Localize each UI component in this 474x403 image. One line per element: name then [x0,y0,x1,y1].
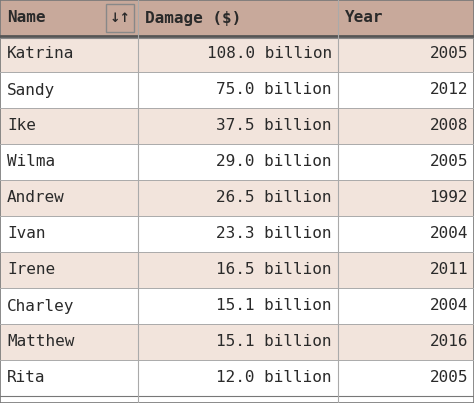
Text: 2005: 2005 [429,154,468,170]
Bar [338,360,474,396]
Text: 1992: 1992 [429,191,468,206]
Text: Andrew: Andrew [7,191,65,206]
Bar [0,180,138,216]
Text: 2011: 2011 [429,262,468,278]
Text: Year: Year [345,10,383,25]
Bar [0,288,138,324]
Text: 15.1 billion: 15.1 billion [217,334,332,349]
Text: Rita: Rita [7,370,46,386]
Text: 2008: 2008 [429,118,468,133]
Bar [0,0,138,36]
Bar [0,360,138,396]
Bar [0,72,138,108]
Text: Irene: Irene [7,262,55,278]
Bar [338,180,474,216]
Text: 2005: 2005 [429,370,468,386]
Bar [0,108,138,144]
Bar [0,252,138,288]
Bar [138,288,338,324]
Bar [0,324,138,360]
Bar [338,36,474,72]
Text: Ike: Ike [7,118,36,133]
Text: 2004: 2004 [429,226,468,241]
Text: 75.0 billion: 75.0 billion [217,83,332,98]
Bar [138,36,338,72]
Text: 37.5 billion: 37.5 billion [217,118,332,133]
Text: 12.0 billion: 12.0 billion [217,370,332,386]
Bar [0,144,138,180]
Bar [0,216,138,252]
Bar [0,36,138,72]
Text: 29.0 billion: 29.0 billion [217,154,332,170]
Text: Ivan: Ivan [7,226,46,241]
Text: 15.1 billion: 15.1 billion [217,299,332,314]
Text: ↓↑: ↓↑ [109,12,130,25]
Bar [138,252,338,288]
Text: Charley: Charley [7,299,74,314]
Text: Wilma: Wilma [7,154,55,170]
Text: Sandy: Sandy [7,83,55,98]
Bar [138,0,338,36]
Bar [338,144,474,180]
Bar [138,108,338,144]
Bar [138,216,338,252]
Bar [138,180,338,216]
Bar [138,360,338,396]
Bar [338,216,474,252]
Bar [338,288,474,324]
Text: Name: Name [7,10,46,25]
Bar [338,108,474,144]
Text: 2005: 2005 [429,46,468,62]
Bar [138,324,338,360]
Bar [138,72,338,108]
Bar [138,144,338,180]
Bar [338,72,474,108]
Text: Katrina: Katrina [7,46,74,62]
Text: 2012: 2012 [429,83,468,98]
Text: 23.3 billion: 23.3 billion [217,226,332,241]
Text: 2016: 2016 [429,334,468,349]
Text: 108.0 billion: 108.0 billion [207,46,332,62]
Text: 26.5 billion: 26.5 billion [217,191,332,206]
Bar [338,0,474,36]
Text: Matthew: Matthew [7,334,74,349]
Text: Damage ($): Damage ($) [145,10,241,25]
Bar [338,324,474,360]
Text: 2004: 2004 [429,299,468,314]
Text: 16.5 billion: 16.5 billion [217,262,332,278]
Bar [106,4,134,32]
Bar [338,252,474,288]
